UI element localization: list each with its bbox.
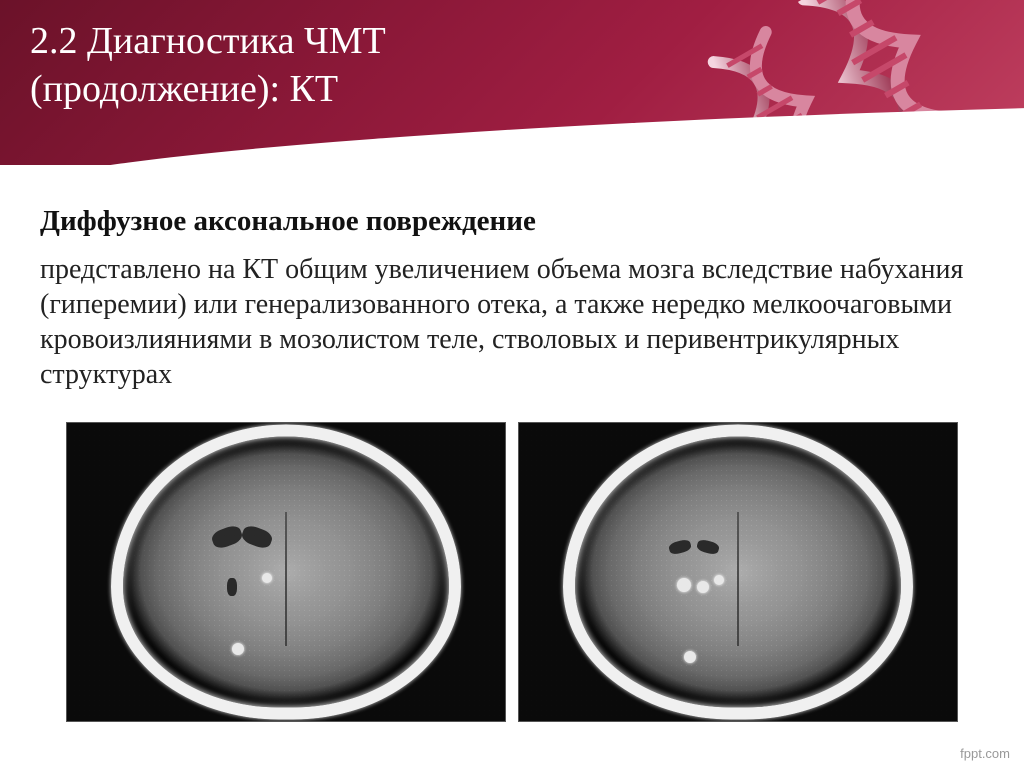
slide-content: Диффузное аксональное повреждение предст… bbox=[0, 165, 1024, 722]
content-subtitle: Диффузное аксональное повреждение bbox=[40, 205, 984, 238]
content-body: представлено на КТ общим увеличением объ… bbox=[40, 252, 984, 392]
footer-credit: fppt.com bbox=[960, 746, 1010, 761]
ct-scan-left bbox=[66, 422, 506, 722]
ct-scans-row bbox=[40, 422, 984, 722]
slide-header: 2.2 Диагностика ЧМТ (продолжение): КТ bbox=[0, 0, 1024, 165]
ct-scan-right bbox=[518, 422, 958, 722]
